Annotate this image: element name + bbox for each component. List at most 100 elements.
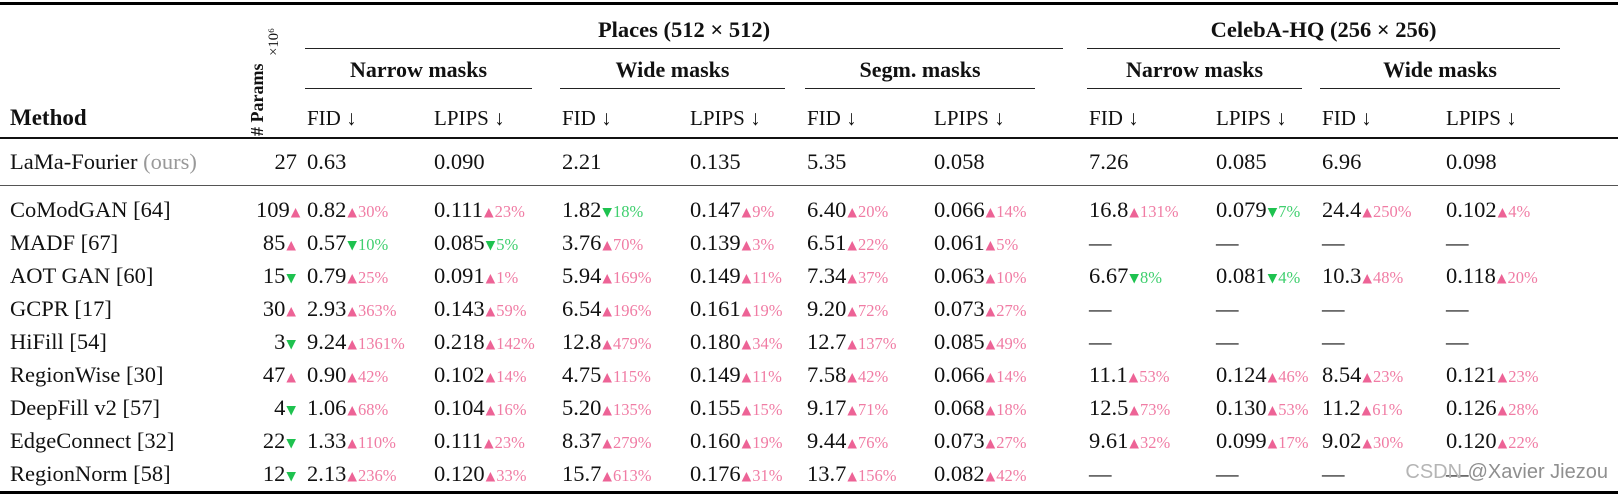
up-triangle-icon: ▲	[286, 236, 296, 252]
metric-value: 0.079	[1216, 196, 1267, 222]
metric-cell: 0.111▲23%	[432, 186, 560, 227]
up-triangle-icon: ▲	[1361, 401, 1372, 417]
metric-cell: —	[1087, 226, 1214, 259]
metric-cell: 9.20▲72%	[805, 292, 932, 325]
metric-cell: —	[1214, 325, 1320, 358]
delta-percent: 8%	[1140, 267, 1163, 287]
delta-percent: 1361%	[358, 333, 405, 353]
up-triangle-icon: ▲	[602, 302, 612, 318]
metric-value: 0.090	[434, 149, 485, 174]
up-triangle-icon: ▲	[847, 467, 857, 483]
up-triangle-icon: ▲	[1497, 368, 1508, 384]
params-value: 4	[274, 394, 286, 420]
up-triangle-icon: ▲	[485, 302, 496, 318]
metric-value: 0.118	[1446, 262, 1496, 288]
metric-cell: 6.67▼8%	[1087, 259, 1214, 292]
metric-value: 6.96	[1322, 149, 1362, 174]
up-triangle-icon: ▲	[741, 203, 752, 219]
metric-cell: 0.085▲49%	[932, 325, 1087, 358]
table-row: RegionNorm [58] 12▼ 2.13▲236% 0.120▲33% 15.7…	[0, 457, 1618, 490]
metric-value: 0.149	[690, 262, 741, 288]
fid-header: FID ↓	[305, 89, 432, 139]
metric-value: 16.8	[1089, 196, 1129, 222]
missing-value-dash: —	[1216, 295, 1239, 321]
metric-cell: —	[1087, 457, 1214, 490]
metric-cell: 1.06▲68%	[305, 391, 432, 424]
metric-cell: —	[1444, 226, 1618, 259]
delta-percent: 37%	[858, 267, 889, 287]
metric-cell: 0.073▲27%	[932, 424, 1087, 457]
delta-percent: 4%	[1278, 267, 1301, 287]
methods-body: CoModGAN [64] 109▲ 0.82▲30% 0.111▲23% 1.82▼1…	[0, 186, 1618, 491]
down-triangle-icon: ▼	[1129, 269, 1140, 285]
metric-value: 12.8	[562, 328, 602, 354]
metric-value: 9.17	[807, 394, 847, 420]
delta-percent: 42%	[996, 465, 1027, 485]
delta-percent: 53%	[1278, 399, 1309, 419]
metric-value: 3.76	[562, 229, 602, 255]
metric-cell: 16.8▲131%	[1087, 186, 1214, 227]
fid-header: FID ↓	[560, 89, 688, 139]
metric-value: 0.155	[690, 394, 741, 420]
up-triangle-icon: ▲	[985, 236, 996, 252]
up-triangle-icon: ▲	[602, 368, 612, 384]
metric-value: 0.063	[934, 262, 985, 288]
table-row: GCPR [17] 30▲ 2.93▲363% 0.143▲59% 6.54▲196% 0…	[0, 292, 1618, 325]
table-row: DeepFill v2 [57] 4▼ 1.06▲68% 0.104▲16% 5.20▲…	[0, 391, 1618, 424]
missing-value-dash: —	[1216, 460, 1239, 486]
missing-value-dash: —	[1446, 460, 1469, 486]
delta-percent: 363%	[358, 300, 397, 320]
metric-cell: 7.34▲37%	[805, 259, 932, 292]
table-header: Method Places (512 × 512) CelebA-HQ (256…	[0, 7, 1618, 139]
metric-cell: 9.24▲1361%	[305, 325, 432, 358]
metric-value: 2.21	[562, 149, 602, 174]
metric-value: 0.180	[690, 328, 741, 354]
metric-value: 0.218	[434, 328, 485, 354]
up-triangle-icon: ▲	[347, 467, 357, 483]
metric-cell: 1.82▼18%	[560, 186, 688, 227]
metric-value: 9.02	[1322, 427, 1362, 453]
metric-value: 0.149	[690, 361, 741, 387]
delta-percent: 131%	[1140, 201, 1179, 221]
metric-value: 9.61	[1089, 427, 1129, 453]
metric-value: 8.54	[1322, 361, 1362, 387]
down-triangle-icon: ▼	[602, 203, 612, 219]
delta-percent: 1%	[496, 267, 519, 287]
missing-value-dash: —	[1216, 229, 1239, 255]
metric-cell: 0.82▲30%	[305, 186, 432, 227]
metric-value: 11.1	[1089, 361, 1128, 387]
metric-cell: 0.57▼10%	[305, 226, 432, 259]
table-row: CoModGAN [64] 109▲ 0.82▲30% 0.111▲23% 1.82▼1…	[0, 186, 1618, 227]
params-cell: 27	[256, 138, 305, 186]
metric-cell: 0.085	[1214, 138, 1321, 186]
table-row: LaMa-Fourier (ours) 27 0.63 0.090 2.21 0.135 5…	[0, 138, 1618, 186]
params-value: 3	[274, 328, 286, 354]
metric-cell: 0.085▼5%	[432, 226, 560, 259]
table-row: EdgeConnect [32] 22▼ 1.33▲110% 0.111▲23% 8.3…	[0, 424, 1618, 457]
metric-cell: 9.02▲30%	[1320, 424, 1444, 457]
missing-value-dash: —	[1089, 460, 1112, 486]
delta-percent: 14%	[996, 366, 1027, 386]
delta-percent: 72%	[858, 300, 889, 320]
metric-value: 0.099	[1216, 427, 1267, 453]
metric-cell: 6.40▲20%	[805, 186, 932, 227]
metric-cell: 0.135	[688, 138, 805, 186]
metric-cell: 5.35	[805, 138, 932, 186]
table-row: RegionWise [30] 47▲ 0.90▲42% 0.102▲14% 4.75▲…	[0, 358, 1618, 391]
delta-percent: 479%	[613, 333, 652, 353]
metric-value: 0.120	[434, 460, 485, 486]
delta-percent: 17%	[1278, 432, 1309, 452]
metric-cell: 0.155▲15%	[688, 391, 805, 424]
missing-value-dash: —	[1322, 460, 1345, 486]
metric-cell: 5.94▲169%	[560, 259, 688, 292]
up-triangle-icon: ▲	[347, 368, 357, 384]
missing-value-dash: —	[1089, 229, 1112, 255]
metric-cell: —	[1320, 226, 1444, 259]
delta-percent: 61%	[1372, 399, 1403, 419]
delta-percent: 23%	[494, 201, 525, 221]
up-triangle-icon: ▲	[741, 236, 752, 252]
up-triangle-icon: ▲	[1129, 203, 1140, 219]
metric-value: 0.63	[307, 149, 347, 174]
delta-percent: 11%	[752, 267, 782, 287]
metric-cell: 12.5▲73%	[1087, 391, 1214, 424]
